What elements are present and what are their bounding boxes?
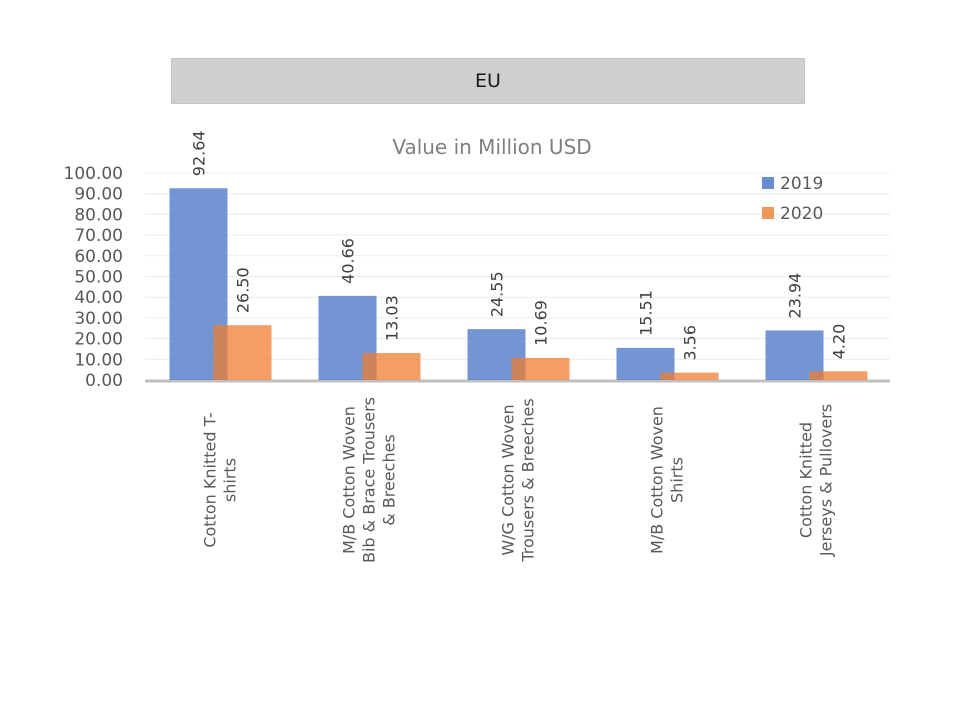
x-category-label: & Breeches xyxy=(380,434,399,526)
data-label-2019: 23.94 xyxy=(786,273,805,319)
y-tick-label: 90.00 xyxy=(74,185,123,205)
y-axis: 0.0010.0020.0030.0040.0050.0060.0070.008… xyxy=(64,164,123,391)
y-tick-label: 50.00 xyxy=(74,268,123,288)
x-category-label: M/B Cotton Woven xyxy=(340,406,359,554)
region-banner-label: EU xyxy=(475,70,501,92)
data-label-2020: 10.69 xyxy=(532,300,551,346)
data-labels: 92.64 26.50 40.66 13.03 24.55 10.69 15.51 3.56 2… xyxy=(190,130,849,360)
x-category-label: W/G Cotton Woven xyxy=(499,404,518,555)
y-tick-label: 40.00 xyxy=(74,288,123,308)
bar-2020 xyxy=(660,372,719,380)
bars xyxy=(169,188,868,380)
x-category-label: Cotton Knitted T- xyxy=(201,412,220,547)
y-tick-label: 30.00 xyxy=(74,309,123,329)
region-banner: EU xyxy=(171,58,805,104)
legend: 2019 2020 xyxy=(762,174,823,224)
legend-label-2020: 2020 xyxy=(780,204,823,224)
x-category-label: Trousers & Breeches xyxy=(519,398,538,562)
legend-swatch-2019 xyxy=(762,177,774,189)
y-tick-label: 100.00 xyxy=(64,164,123,184)
x-category-label: Shirts xyxy=(668,457,687,503)
legend-swatch-2020 xyxy=(762,207,774,219)
x-category-label: shirts xyxy=(221,458,240,502)
x-category-label: Bib & Brace Trousers xyxy=(360,397,379,563)
y-tick-label: 10.00 xyxy=(74,350,123,370)
chart-title: Value in Million USD xyxy=(392,135,591,159)
y-tick-label: 70.00 xyxy=(74,226,123,246)
legend-label-2019: 2019 xyxy=(780,174,823,194)
data-label-2020: 26.50 xyxy=(234,267,253,313)
x-axis: Cotton Knitted T-shirts M/B Cotton Woven B… xyxy=(201,397,836,563)
data-label-2019: 15.51 xyxy=(637,290,656,336)
data-label-2019: 24.55 xyxy=(488,271,507,317)
bar-2020 xyxy=(213,325,272,380)
data-label-2020: 3.56 xyxy=(681,325,700,361)
y-tick-label: 20.00 xyxy=(74,330,123,350)
data-label-2019: 92.64 xyxy=(190,130,209,176)
data-label-2020: 4.20 xyxy=(830,324,849,360)
y-tick-label: 60.00 xyxy=(74,247,123,267)
x-category-label: M/B Cotton Woven xyxy=(648,406,667,554)
bar-2020 xyxy=(362,353,421,380)
y-tick-label: 0.00 xyxy=(85,371,123,391)
data-label-2019: 40.66 xyxy=(339,238,358,284)
x-category-label: Cotton Knitted xyxy=(797,422,816,538)
y-tick-label: 80.00 xyxy=(74,205,123,225)
bar-2020 xyxy=(511,357,570,380)
data-label-2020: 13.03 xyxy=(383,295,402,341)
bar-2020 xyxy=(809,371,868,380)
x-category-label: Jerseys & Pullovers xyxy=(817,404,836,557)
